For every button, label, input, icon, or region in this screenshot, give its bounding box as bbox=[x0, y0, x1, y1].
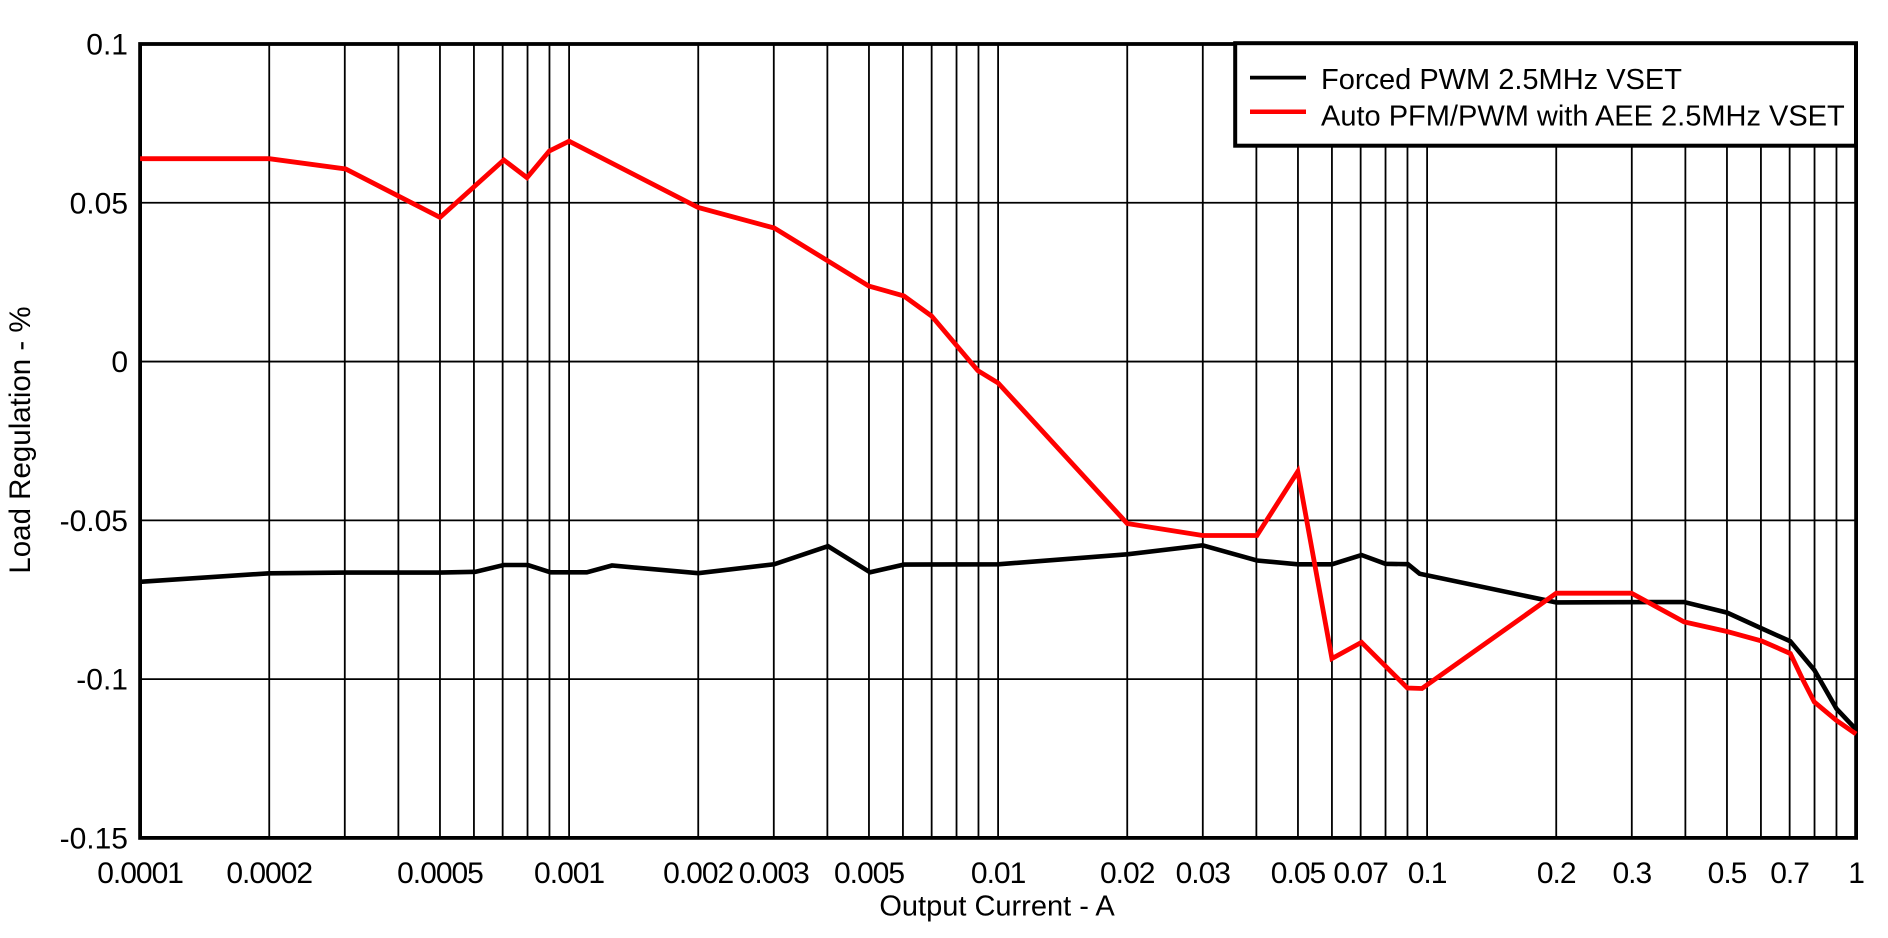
svg-text:0.07: 0.07 bbox=[1333, 857, 1388, 890]
svg-text:-0.1: -0.1 bbox=[76, 664, 128, 697]
svg-text:0.0001: 0.0001 bbox=[97, 857, 183, 890]
svg-text:0.01: 0.01 bbox=[971, 857, 1026, 890]
svg-text:0.0002: 0.0002 bbox=[226, 857, 312, 890]
svg-text:0.2: 0.2 bbox=[1537, 857, 1576, 890]
svg-text:-0.05: -0.05 bbox=[60, 505, 128, 538]
svg-text:0.5: 0.5 bbox=[1708, 857, 1747, 890]
svg-text:0.002: 0.002 bbox=[663, 857, 733, 890]
svg-text:0.001: 0.001 bbox=[534, 857, 604, 890]
svg-text:Output Current - A: Output Current - A bbox=[879, 891, 1115, 923]
svg-text:0.0005: 0.0005 bbox=[397, 857, 483, 890]
svg-text:0.005: 0.005 bbox=[834, 857, 904, 890]
svg-text:0.05: 0.05 bbox=[1271, 857, 1326, 890]
svg-text:0.3: 0.3 bbox=[1612, 857, 1651, 890]
svg-text:-0.15: -0.15 bbox=[60, 823, 128, 856]
svg-text:0.1: 0.1 bbox=[86, 29, 128, 62]
svg-text:Forced PWM 2.5MHz VSET: Forced PWM 2.5MHz VSET bbox=[1321, 64, 1682, 96]
svg-text:Auto PFM/PWM with AEE 2.5MHz V: Auto PFM/PWM with AEE 2.5MHz VSET bbox=[1321, 101, 1845, 133]
svg-text:0: 0 bbox=[111, 346, 128, 379]
svg-text:0.003: 0.003 bbox=[739, 857, 809, 890]
svg-text:1: 1 bbox=[1848, 857, 1864, 890]
svg-text:0.7: 0.7 bbox=[1770, 857, 1809, 890]
svg-text:0.02: 0.02 bbox=[1100, 857, 1155, 890]
svg-text:0.03: 0.03 bbox=[1176, 857, 1231, 890]
svg-text:Load Regulation - %: Load Regulation - % bbox=[4, 306, 37, 573]
svg-text:0.05: 0.05 bbox=[70, 187, 128, 220]
svg-text:0.1: 0.1 bbox=[1408, 857, 1447, 890]
